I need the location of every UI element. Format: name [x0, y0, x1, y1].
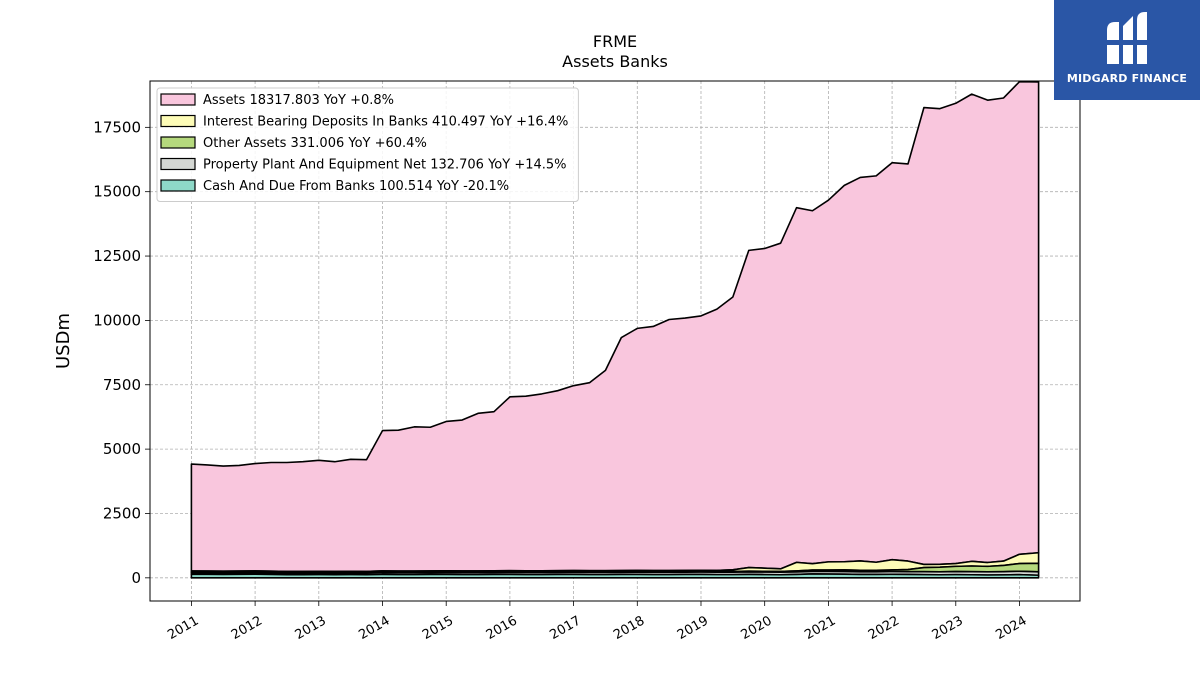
y-tick-label: 12500 — [93, 247, 141, 265]
plot-frame — [149, 80, 1081, 602]
x-tick-label: 2016 — [484, 613, 520, 643]
x-tick-label: 2011 — [165, 613, 201, 643]
y-tick-label: 0 — [131, 569, 141, 587]
legend-entry: Cash And Due From Banks 100.514 YoY -20.… — [203, 179, 509, 194]
x-tick-label: 2012 — [229, 613, 265, 643]
x-tick-label: 2015 — [420, 613, 456, 643]
x-tick-label: 2018 — [611, 613, 647, 643]
legend-box — [156, 87, 579, 202]
y-axis-label: USDm — [53, 313, 74, 369]
x-tick-label: 2024 — [993, 613, 1029, 643]
legend-swatch — [160, 114, 196, 128]
y-tick-label: 17500 — [93, 118, 141, 136]
y-tick-label: 7500 — [103, 376, 141, 394]
x-tick-label: 2021 — [802, 613, 838, 643]
legend-entry: Other Assets 331.006 YoY +60.4% — [203, 136, 427, 151]
y-tick-label: 2500 — [103, 504, 141, 522]
x-tick-label: 2013 — [293, 613, 329, 643]
y-tick-label: 15000 — [93, 183, 141, 201]
legend: Assets 18317.803 YoY +0.8% Interest Beari… — [156, 87, 579, 202]
y-tick-label: 10000 — [93, 311, 141, 329]
series-areas — [190, 80, 1040, 579]
legend-swatch — [160, 93, 196, 106]
series-area — [190, 573, 1040, 579]
legend-entry: Interest Bearing Deposits In Banks 410.4… — [203, 115, 568, 130]
x-tick-label: 2020 — [739, 613, 775, 643]
legend-swatch — [160, 157, 196, 171]
x-tick-label: 2023 — [930, 613, 966, 643]
legend-entry: Assets 18317.803 YoY +0.8% — [203, 93, 394, 108]
x-tick-label: 2014 — [356, 613, 392, 643]
legend-swatch — [160, 179, 196, 192]
legend-entry: Property Plant And Equipment Net 132.706… — [203, 158, 567, 173]
x-tick-label: 2017 — [547, 613, 583, 643]
x-tick-label: 2022 — [866, 613, 902, 643]
midgard-logo-icon — [1103, 12, 1151, 64]
brand-logo: MIDGARD FINANCE — [1054, 0, 1200, 100]
chart-subtitle: Assets Banks — [562, 52, 668, 71]
x-tick-label: 2019 — [675, 613, 711, 643]
y-tick-label: 5000 — [103, 440, 141, 458]
logo-text: MIDGARD FINANCE — [1066, 72, 1188, 85]
legend-swatch — [160, 136, 196, 149]
chart-title: FRME — [593, 32, 637, 51]
